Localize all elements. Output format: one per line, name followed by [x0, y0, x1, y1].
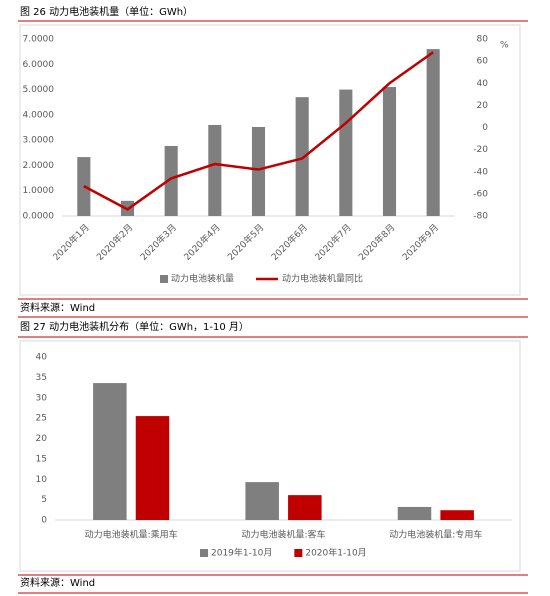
bar [164, 145, 178, 216]
x-tick-label: 2020年6月 [269, 221, 310, 262]
y-tick-label: 0.0000 [23, 212, 55, 222]
y-tick-label: 40 [36, 353, 48, 363]
bar [93, 383, 127, 520]
y2-tick-label: 80 [477, 35, 489, 45]
x-tick-label: 动力电池装机量:专用车 [389, 529, 482, 541]
legend-label: 动力电池装机量同比 [282, 273, 363, 285]
y2-tick-label: 60 [477, 57, 489, 67]
y-tick-label: 30 [36, 393, 48, 403]
bar [339, 89, 353, 216]
chart-frame [19, 340, 521, 572]
y2-tick-label: 20 [477, 101, 489, 111]
y2-tick-label: 0 [482, 123, 488, 133]
legend-swatch [160, 275, 168, 283]
x-tick-label: 2020年5月 [225, 221, 266, 262]
x-tick-label: 2020年1月 [50, 221, 91, 262]
bar [135, 416, 170, 520]
bar [251, 126, 266, 216]
y2-tick-label: -80 [473, 212, 488, 222]
legend-label: 2019年1-10月 [211, 547, 272, 559]
y-tick-label: 25 [36, 414, 47, 424]
y-tick-label: 4.0000 [23, 110, 55, 120]
caption: 图 27 动力电池装机分布（单位：GWh，1-10 月） [20, 320, 249, 333]
y2-axis-label: % [500, 41, 509, 51]
y-tick-label: 0 [41, 516, 47, 526]
caption: 图 26 动力电池装机量（单位：GWh） [20, 5, 193, 18]
x-tick-label: 动力电池装机量:乘用车 [85, 529, 178, 541]
x-tick-label: 2020年3月 [138, 221, 179, 262]
y-tick-label: 20 [36, 434, 48, 444]
y-tick-label: 3.0000 [23, 136, 55, 146]
y2-tick-label: -60 [473, 189, 488, 199]
y2-tick-label: -40 [473, 167, 488, 177]
y-tick-label: 1.0000 [23, 186, 55, 196]
legend-swatch [294, 549, 303, 557]
x-tick-label: 2020年9月 [400, 221, 441, 262]
line [83, 51, 434, 211]
x-tick-label: 2020年2月 [94, 221, 135, 262]
legend-label: 2020年1-10月 [305, 547, 366, 559]
y-tick-label: 5 [41, 495, 47, 505]
chart-frame [19, 24, 521, 296]
y-tick-label: 2.0000 [23, 161, 55, 171]
source: 资料来源：Wind [20, 301, 95, 314]
x-tick-label: 2020年8月 [356, 221, 397, 262]
bar [288, 495, 322, 520]
legend-label: 动力电池装机量 [171, 273, 234, 285]
y-tick-label: 15 [36, 454, 47, 464]
bar [397, 506, 432, 520]
bar [440, 510, 474, 520]
y-tick-label: 7.0000 [23, 35, 55, 45]
y-tick-label: 35 [36, 373, 47, 383]
y-tick-label: 6.0000 [23, 60, 55, 70]
bar [245, 482, 279, 520]
x-tick-label: 2020年4月 [181, 221, 222, 262]
y2-tick-label: -20 [473, 145, 488, 155]
y2-tick-label: 40 [477, 79, 489, 89]
legend-swatch [200, 549, 208, 557]
source: 资料来源：Wind [20, 576, 95, 589]
bar [382, 87, 397, 217]
bar [208, 124, 222, 216]
bar [426, 49, 440, 216]
y-tick-label: 5.0000 [23, 85, 55, 95]
y-tick-label: 10 [36, 475, 48, 485]
x-tick-label: 2020年7月 [312, 221, 353, 262]
bar [295, 97, 309, 216]
x-tick-label: 动力电池装机量:客车 [241, 529, 325, 541]
